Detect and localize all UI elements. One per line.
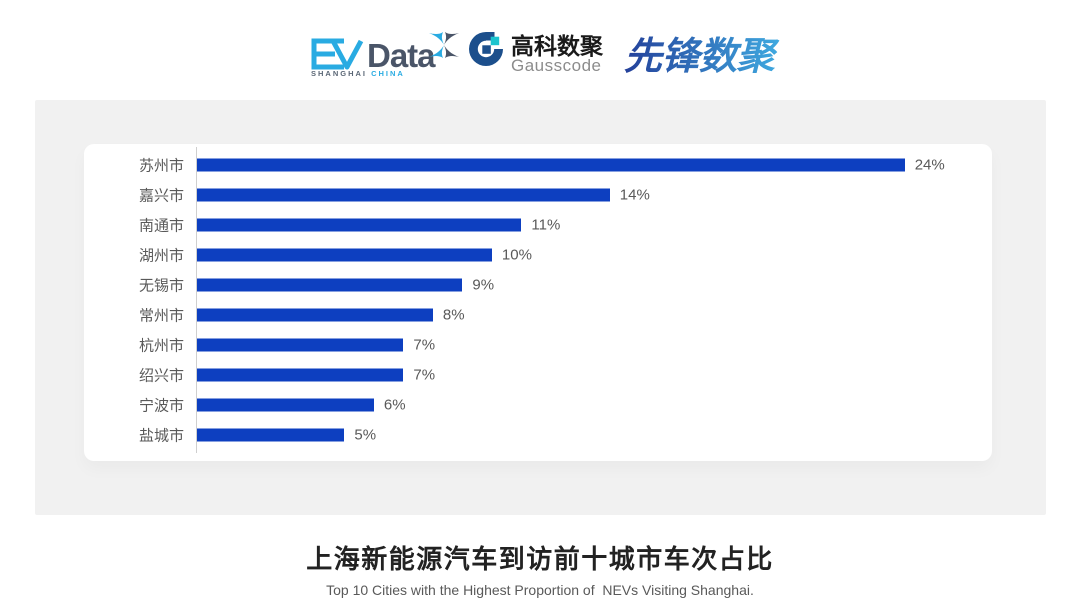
svg-text:SHANGHAI CHINA: SHANGHAI CHINA [311, 69, 405, 78]
svg-text:先锋数聚: 先锋数聚 [624, 36, 780, 78]
svg-text:Gausscode: Gausscode [511, 56, 602, 75]
